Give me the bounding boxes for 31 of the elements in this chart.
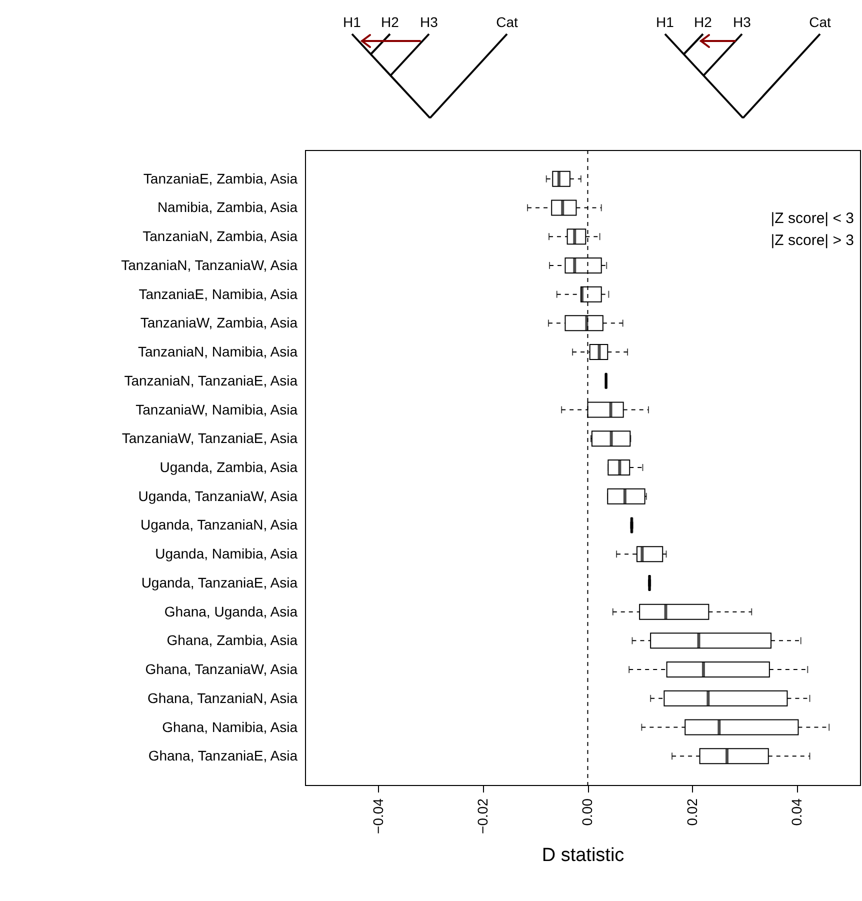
x-tick-label: 0.02: [684, 798, 700, 826]
y-tick-label: TanzaniaE, Zambia, Asia: [143, 170, 298, 186]
y-tick-label: TanzaniaN, TanzaniaE, Asia: [124, 372, 298, 388]
y-tick-label: TanzaniaW, TanzaniaE, Asia: [122, 430, 298, 446]
y-tick-label: Ghana, TanzaniaW, Asia: [145, 661, 298, 678]
y-tick-label: TanzaniaN, TanzaniaW, Asia: [121, 256, 298, 273]
y-tick-label: Uganda, TanzaniaN, Asia: [140, 516, 298, 533]
y-tick-label: Ghana, Namibia, Asia: [162, 718, 298, 735]
x-tick-label: −0.04: [370, 798, 386, 834]
y-tick-label: TanzaniaN, Zambia, Asia: [142, 228, 298, 244]
y-tick-label: Uganda, Zambia, Asia: [160, 459, 298, 475]
y-tick-label: TanzaniaW, Zambia, Asia: [140, 314, 298, 331]
x-tick-label: 0.00: [579, 798, 596, 826]
x-tick-label: −0.02: [474, 798, 491, 834]
y-tick-label: TanzaniaE, Namibia, Asia: [138, 286, 298, 302]
y-tick-label: Namibia, Zambia, Asia: [157, 199, 298, 216]
y-tick-label: Ghana, Uganda, Asia: [164, 603, 298, 620]
y-tick-label: Uganda, TanzaniaE, Asia: [141, 574, 298, 590]
y-tick-label: Ghana, TanzaniaE, Asia: [148, 748, 298, 764]
annotation: |Z score| > 3: [770, 232, 854, 249]
tree-diagram: H1 H2 H3 Cat: [656, 14, 831, 119]
annotation: |Z score| < 3: [770, 210, 854, 227]
x-tick-label: 0.04: [788, 798, 805, 826]
y-tick-label: Ghana, TanzaniaN, Asia: [148, 690, 298, 706]
y-tick-label: TanzaniaN, Namibia, Asia: [138, 344, 298, 360]
y-tick-label: Uganda, Namibia, Asia: [155, 546, 298, 562]
y-tick-label: Uganda, TanzaniaW, Asia: [138, 488, 298, 504]
tree-diagram: H1 H2 H3 Cat: [343, 14, 518, 119]
y-tick-label: Ghana, Zambia, Asia: [166, 632, 298, 648]
y-tick-label: TanzaniaW, Namibia, Asia: [136, 401, 298, 418]
x-axis-title: D statistic: [542, 844, 624, 866]
